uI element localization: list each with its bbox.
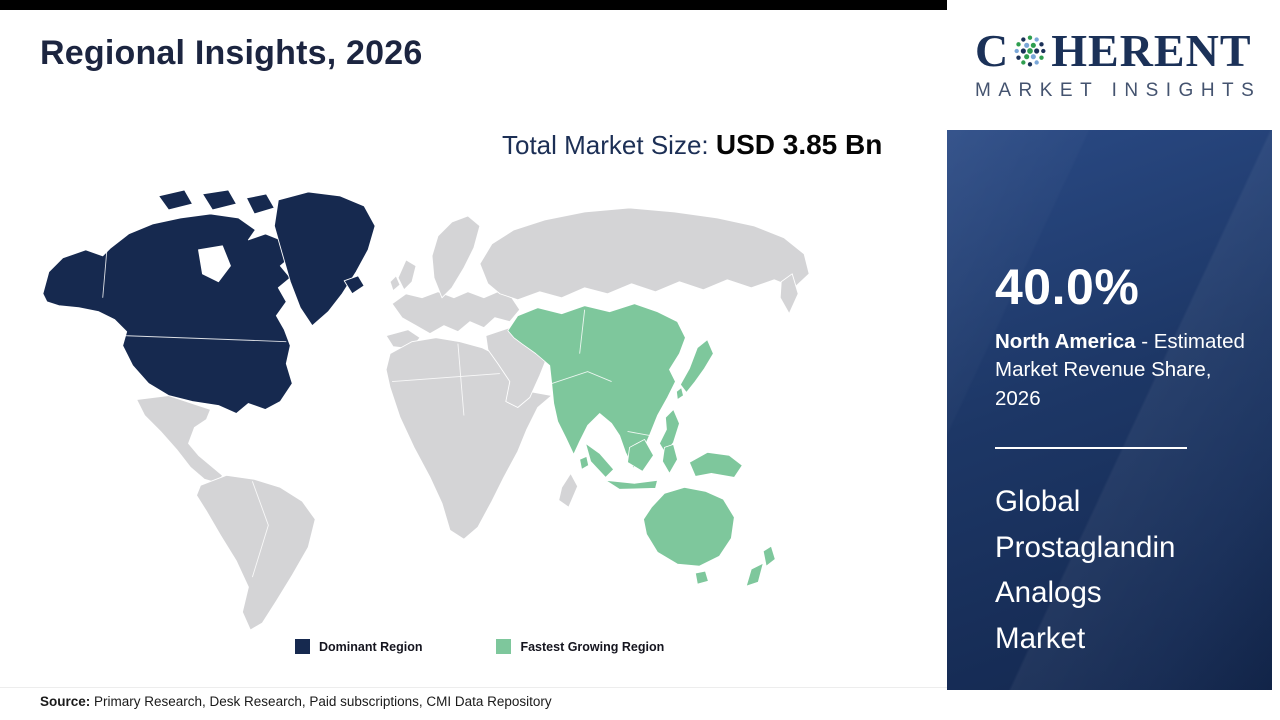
border-africa-1 <box>392 373 500 383</box>
landmass-tasmania <box>694 570 709 585</box>
landmass-new-zealand-north <box>762 545 776 567</box>
wordmark-right: HERENT <box>1051 25 1252 76</box>
arctic-island-1 <box>158 189 193 211</box>
market-size-label: Total Market Size: <box>502 130 716 160</box>
total-market-size: Total Market Size: USD 3.85 Bn <box>502 124 884 166</box>
landmass-iceland <box>343 275 365 295</box>
top-accent-bar <box>0 0 947 10</box>
border-africa-2 <box>457 343 465 416</box>
arctic-island-2 <box>202 189 237 211</box>
landmass-borneo <box>627 439 654 472</box>
brand-logo: C HERENT MARKET INSIGHTS <box>947 0 1280 130</box>
coherent-dot-globe-icon <box>1014 35 1046 67</box>
market-size-value: USD 3.85 Bn <box>715 129 883 160</box>
map-country-borders <box>102 251 650 578</box>
region-asia-pacific <box>507 303 776 587</box>
landmass-ireland <box>389 275 401 292</box>
border-south-america <box>251 481 269 578</box>
landmass-kamchatka <box>779 273 799 315</box>
landmass-taiwan <box>676 387 684 400</box>
landmass-scandinavia <box>431 215 481 299</box>
world-map-svg <box>42 189 810 631</box>
landmass-greenland <box>273 191 376 327</box>
landmass-europe <box>391 291 521 335</box>
landmass-sri-lanka <box>579 455 590 470</box>
landmass-japan <box>680 339 714 393</box>
landmass-madagascar <box>558 472 579 508</box>
market-share-caption: North America - Estimated Market Revenue… <box>995 328 1253 413</box>
landmass-mexico-central-america <box>136 395 223 484</box>
market-name: Global Prostaglandin Analogs Market <box>995 484 1176 655</box>
border-se-asia <box>627 431 650 436</box>
legend-item-fastest: Fastest Growing Region <box>496 639 664 654</box>
landmass-russia <box>479 207 810 301</box>
border-us-canada <box>124 335 287 343</box>
dominant-region-swatch <box>295 639 310 654</box>
landmass-new-guinea <box>689 452 743 478</box>
source-label: Source: <box>40 694 91 709</box>
fastest-growing-region-swatch <box>496 639 512 654</box>
brand-tagline: MARKET INSIGHTS <box>975 80 1262 101</box>
landmass-java <box>605 479 658 490</box>
map-other-regions <box>136 207 810 631</box>
page-title: Regional Insights, 2026 <box>40 34 423 72</box>
border-alaska <box>102 251 108 298</box>
landmass-north-america <box>42 213 293 414</box>
share-region: North America <box>995 330 1136 353</box>
region-north-america <box>42 189 376 414</box>
landmass-new-zealand-south <box>745 562 764 587</box>
highlight-sidebar: 40.0% North America - Estimated Market R… <box>947 130 1272 690</box>
arctic-island-3 <box>245 193 275 215</box>
wordmark-left: C <box>975 25 1010 76</box>
landmass-australia <box>643 486 735 567</box>
map-legend: Dominant Region Fastest Growing Region <box>295 639 664 654</box>
landmass-sulawesi <box>662 444 678 474</box>
legend-label-dominant: Dominant Region <box>319 639 423 654</box>
source-text: Primary Research, Desk Research, Paid su… <box>90 694 552 709</box>
legend-item-dominant: Dominant Region <box>295 639 422 654</box>
landmass-south-america <box>196 474 316 631</box>
source-note: Source: Primary Research, Desk Research,… <box>40 694 552 709</box>
landmass-british-isles <box>397 259 417 291</box>
legend-label-fastest: Fastest Growing Region <box>520 639 665 654</box>
brand-wordmark: C HERENT <box>975 28 1280 74</box>
footer-divider <box>0 687 947 688</box>
border-central-asia <box>579 309 586 354</box>
landmass-sumatra <box>585 443 614 478</box>
world-map <box>40 186 812 633</box>
market-share-value: 40.0% <box>995 259 1140 315</box>
border-india-china <box>551 371 612 384</box>
share-caption-rest: - Estimated Market Revenue Share, 2026 <box>995 330 1245 410</box>
sidebar-divider <box>995 446 1187 449</box>
